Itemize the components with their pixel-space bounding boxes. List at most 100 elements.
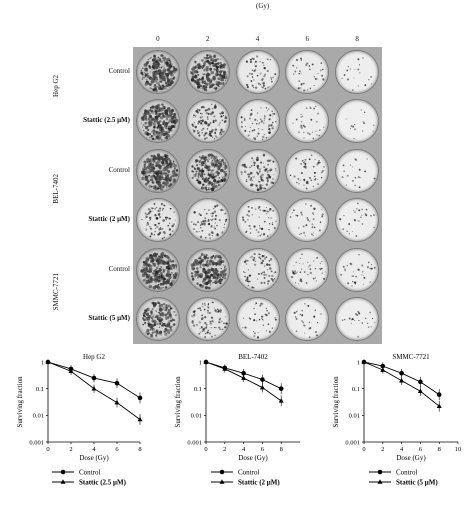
colony-dot bbox=[301, 253, 303, 255]
colony-dot bbox=[203, 158, 206, 161]
colony-dot bbox=[206, 164, 207, 165]
colony-dot bbox=[199, 257, 202, 260]
colony-dot bbox=[149, 226, 150, 227]
data-point bbox=[92, 376, 97, 381]
colony-dot bbox=[161, 55, 162, 56]
colony-dot bbox=[173, 320, 175, 322]
colony-dot bbox=[157, 76, 158, 77]
colony-dot bbox=[204, 56, 207, 59]
colony-dot bbox=[196, 274, 198, 276]
colony-dot bbox=[196, 324, 198, 326]
colony-dot bbox=[254, 60, 256, 62]
colony-dot bbox=[300, 87, 301, 88]
colony-dot bbox=[162, 238, 164, 240]
colony-dot bbox=[222, 79, 223, 80]
colony-dot bbox=[147, 312, 148, 313]
colony-dot bbox=[211, 336, 213, 338]
colony-dot bbox=[274, 319, 276, 321]
colony-dot bbox=[195, 231, 197, 233]
colony-dot bbox=[214, 258, 216, 260]
colony-dot bbox=[305, 235, 306, 236]
colony-dot bbox=[169, 278, 171, 280]
colony-dot bbox=[163, 172, 166, 175]
colony-dot bbox=[172, 231, 173, 232]
colony-dot bbox=[170, 326, 172, 328]
colony-dot bbox=[323, 278, 325, 280]
colony-dot bbox=[160, 110, 162, 112]
colony-dot bbox=[253, 161, 255, 163]
colony-dot bbox=[253, 257, 255, 259]
colony-dot bbox=[155, 105, 158, 108]
colony-dot bbox=[201, 77, 204, 80]
colony-dot bbox=[241, 174, 242, 175]
colony-dot bbox=[319, 268, 321, 270]
colony-dot bbox=[150, 85, 151, 86]
colony-dot bbox=[251, 76, 252, 77]
colony-dot bbox=[265, 330, 266, 331]
colony-dot bbox=[261, 129, 262, 130]
colony-dot bbox=[257, 133, 259, 135]
colony-dot bbox=[267, 324, 269, 326]
colony-dot bbox=[162, 326, 163, 327]
colony-dot bbox=[213, 116, 215, 118]
colony-dot bbox=[346, 184, 347, 185]
colony-dot bbox=[268, 210, 270, 212]
colony-dot bbox=[164, 67, 165, 68]
colony-dot bbox=[154, 224, 156, 226]
colony-dot bbox=[159, 323, 161, 325]
colony-dot bbox=[295, 157, 297, 159]
colony-dot bbox=[193, 71, 196, 74]
colony-dot bbox=[368, 79, 369, 80]
colony-dot bbox=[165, 73, 169, 77]
colony-dot bbox=[358, 210, 360, 212]
colony-dot bbox=[191, 278, 194, 281]
colony-dot bbox=[153, 155, 157, 159]
colony-dot bbox=[194, 314, 195, 315]
colony-dot bbox=[153, 126, 156, 129]
colony-dot bbox=[211, 188, 214, 191]
chart-title: BEL-7402 bbox=[238, 353, 268, 361]
colony-dot bbox=[202, 306, 203, 307]
colony-dot bbox=[255, 229, 257, 231]
colony-dot bbox=[321, 209, 322, 210]
colony-speckles bbox=[137, 100, 181, 144]
colony-dot bbox=[198, 257, 200, 259]
colony-dot bbox=[209, 159, 210, 160]
colony-dot bbox=[204, 336, 206, 338]
colony-dot bbox=[145, 229, 147, 231]
x-tick-label: 0 bbox=[362, 446, 365, 453]
colony-dot bbox=[199, 328, 200, 329]
colony-dot bbox=[268, 128, 270, 130]
colony-dot bbox=[169, 86, 170, 87]
colony-dot bbox=[216, 129, 217, 130]
colony-dot bbox=[147, 161, 148, 162]
colony-dot bbox=[271, 328, 272, 329]
colony-dot bbox=[309, 221, 310, 222]
colony-dot bbox=[296, 59, 298, 61]
chart-title: Hep G2 bbox=[83, 353, 105, 361]
colony-dot bbox=[322, 214, 324, 216]
colony-dot bbox=[149, 236, 151, 238]
colony-dot bbox=[167, 305, 170, 308]
colony-dot bbox=[351, 323, 352, 324]
colony-dot bbox=[313, 235, 314, 236]
colony-dot bbox=[222, 77, 223, 78]
colony-dot bbox=[310, 87, 312, 89]
colony-dot bbox=[254, 314, 256, 316]
colony-dot bbox=[267, 217, 268, 218]
colony-dot bbox=[201, 65, 204, 68]
colony-well bbox=[186, 50, 230, 94]
colony-dot bbox=[205, 237, 207, 239]
colony-dot bbox=[162, 65, 163, 66]
colony-dot bbox=[302, 160, 304, 162]
colony-dot bbox=[202, 173, 203, 174]
colony-dot bbox=[161, 203, 163, 205]
colony-speckles bbox=[286, 100, 330, 144]
colony-dot bbox=[251, 130, 253, 132]
colony-dot bbox=[202, 124, 203, 125]
colony-dot bbox=[150, 83, 152, 85]
colony-dot bbox=[254, 260, 255, 261]
colony-dot bbox=[165, 175, 169, 179]
colony-dot bbox=[271, 271, 272, 272]
colony-dot bbox=[142, 124, 144, 126]
